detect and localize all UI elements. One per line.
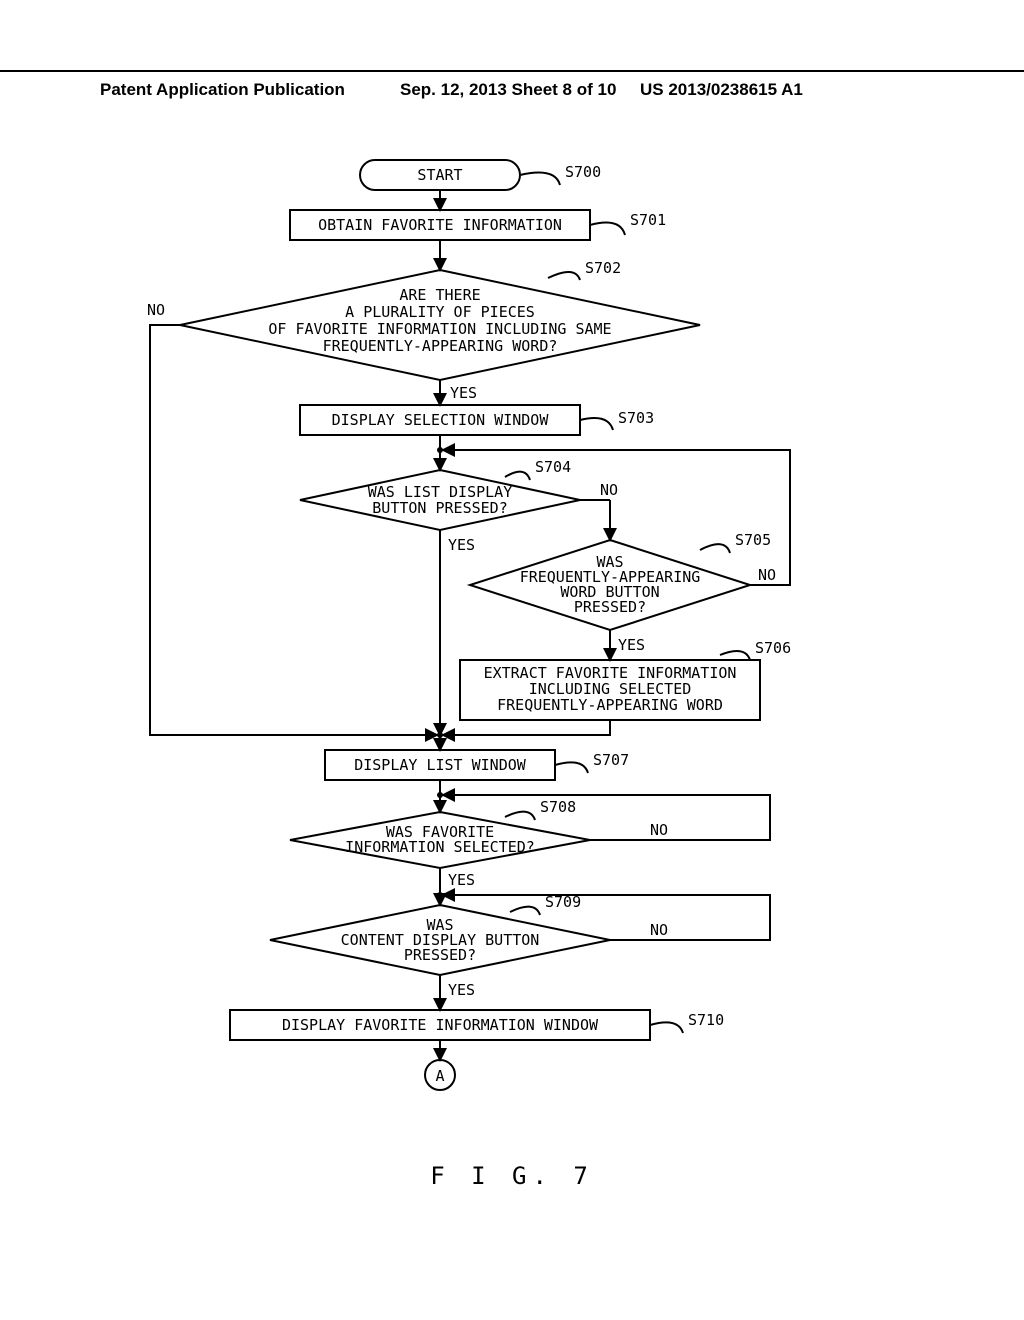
svg-text:YES: YES (448, 536, 475, 554)
ref-s707: S707 (593, 751, 629, 769)
svg-text:FREQUENTLY-APPEARING WORD: FREQUENTLY-APPEARING WORD (497, 696, 723, 714)
svg-text:YES: YES (448, 871, 475, 889)
svg-text:YES: YES (618, 636, 645, 654)
svg-text:A: A (435, 1067, 444, 1085)
label-s701: OBTAIN FAVORITE INFORMATION (318, 216, 562, 234)
svg-text:NO: NO (147, 301, 165, 319)
svg-text:INFORMATION SELECTED?: INFORMATION SELECTED? (345, 838, 535, 856)
svg-text:YES: YES (448, 981, 475, 999)
svg-text:NO: NO (650, 921, 668, 939)
svg-text:DISPLAY SELECTION WINDOW: DISPLAY SELECTION WINDOW (332, 411, 550, 429)
ref-s710: S710 (688, 1011, 724, 1029)
svg-text:PRESSED?: PRESSED? (404, 946, 476, 964)
svg-text:PRESSED?: PRESSED? (574, 598, 646, 616)
flowchart-svg: START S700 OBTAIN FAVORITE INFORMATION S… (0, 155, 1024, 1115)
header-left: Patent Application Publication (100, 80, 345, 100)
svg-text:YES: YES (450, 384, 477, 402)
label-start: START (417, 166, 462, 184)
ref-s705: S705 (735, 531, 771, 549)
flowchart-region: START S700 OBTAIN FAVORITE INFORMATION S… (0, 155, 1024, 1155)
page-header: Patent Application Publication Sep. 12, … (0, 70, 1024, 80)
ref-s702: S702 (585, 259, 621, 277)
svg-text:NO: NO (600, 481, 618, 499)
svg-text:ARE THERE: ARE THERE (399, 286, 480, 304)
svg-text:DISPLAY LIST WINDOW: DISPLAY LIST WINDOW (354, 756, 527, 774)
ref-s708: S708 (540, 798, 576, 816)
svg-text:FREQUENTLY-APPEARING WORD?: FREQUENTLY-APPEARING WORD? (323, 337, 558, 355)
header-right: US 2013/0238615 A1 (640, 80, 803, 100)
svg-text:OF FAVORITE INFORMATION INCLUD: OF FAVORITE INFORMATION INCLUDING SAME (268, 320, 611, 338)
svg-text:NO: NO (650, 821, 668, 839)
figure-caption: F I G. 7 (0, 1162, 1024, 1190)
header-mid: Sep. 12, 2013 Sheet 8 of 10 (400, 80, 616, 100)
ref-s706: S706 (755, 639, 791, 657)
ref-s700: S700 (565, 163, 601, 181)
svg-text:A PLURALITY OF PIECES: A PLURALITY OF PIECES (345, 303, 535, 321)
svg-text:BUTTON PRESSED?: BUTTON PRESSED? (372, 499, 507, 517)
svg-text:NO: NO (758, 566, 776, 584)
ref-s701: S701 (630, 211, 666, 229)
ref-s704: S704 (535, 458, 571, 476)
ref-s703: S703 (618, 409, 654, 427)
svg-text:DISPLAY FAVORITE INFORMATION W: DISPLAY FAVORITE INFORMATION WINDOW (282, 1016, 599, 1034)
page: Patent Application Publication Sep. 12, … (0, 0, 1024, 1320)
